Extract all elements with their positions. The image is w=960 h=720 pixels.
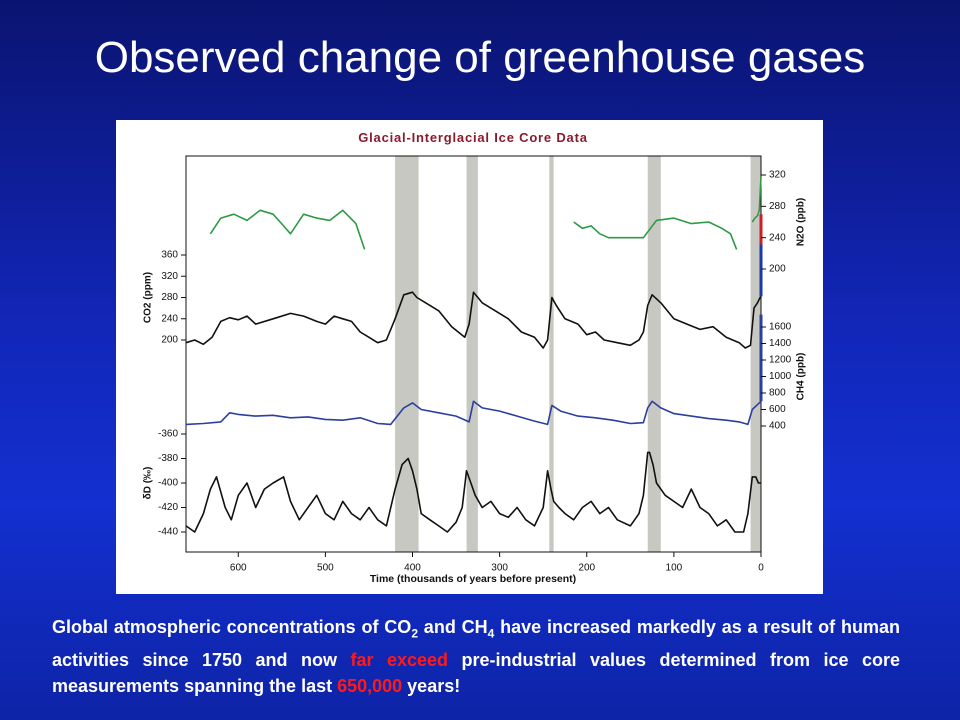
x-tick-label-200: 200 bbox=[578, 563, 595, 574]
caption-text-2: and CH bbox=[418, 617, 488, 637]
chart-panel: Glacial-Interglacial Ice Core Data 600 50… bbox=[116, 120, 823, 594]
x-tick-label-500: 500 bbox=[317, 563, 334, 574]
y-tick-label-320: 320 bbox=[161, 271, 178, 282]
y-tick-label-1000: 1000 bbox=[769, 371, 792, 382]
y-tick-label--400: -400 bbox=[158, 478, 178, 489]
y-tick-label-280: 280 bbox=[161, 292, 178, 303]
series-layer bbox=[185, 176, 763, 533]
caption: Global atmospheric concentrations of CO2… bbox=[52, 614, 900, 699]
x-tick-label-400: 400 bbox=[404, 563, 421, 574]
series-line-2 bbox=[751, 176, 762, 223]
interglacial-band-3 bbox=[647, 156, 661, 552]
y-tick-label--360: -360 bbox=[158, 429, 178, 440]
series-line-8 bbox=[185, 451, 761, 533]
series-line-6 bbox=[185, 400, 762, 426]
y-tick-label-360: 360 bbox=[161, 250, 178, 261]
y-tick-label-600: 600 bbox=[769, 404, 786, 415]
slide-title: Observed change of greenhouse gases bbox=[94, 33, 866, 82]
interglacial-bands bbox=[395, 156, 761, 552]
caption-highlight-far-exceed: far exceed bbox=[350, 649, 449, 670]
series-line-4 bbox=[185, 291, 762, 349]
y-tick-label-400: 400 bbox=[769, 421, 786, 432]
caption-text-5: years! bbox=[402, 675, 461, 696]
y-tick-label-200: 200 bbox=[161, 335, 178, 346]
y-tick-label-240: 240 bbox=[161, 313, 178, 324]
chart-title: Glacial-Interglacial Ice Core Data bbox=[358, 130, 588, 145]
caption-text-4: pre-industrial values determined from ic… bbox=[52, 649, 900, 696]
y-tick-label--380: -380 bbox=[158, 453, 178, 464]
interglacial-band-1 bbox=[466, 156, 478, 552]
interglacial-band-2 bbox=[549, 156, 554, 552]
y-axis-label-d: δD (‰) bbox=[143, 467, 154, 500]
y-tick-label-200: 200 bbox=[769, 264, 786, 275]
caption-text-3: have increased markedly as a result of h… bbox=[52, 617, 900, 670]
x-tick-label-0: 0 bbox=[758, 563, 764, 574]
x-axis-label: Time (thousands of years before present) bbox=[370, 573, 576, 585]
caption-text-1: Global atmospheric concentrations of CO bbox=[52, 617, 412, 637]
y-tick-label-320: 320 bbox=[769, 170, 786, 181]
y-tick-label--420: -420 bbox=[158, 502, 178, 513]
y-axis-label-n2o: N2O (ppb) bbox=[796, 198, 807, 246]
x-tick-label-300: 300 bbox=[491, 563, 508, 574]
interglacial-band-0 bbox=[395, 156, 419, 552]
y-tick-label-1200: 1200 bbox=[769, 355, 792, 366]
y-tick-label--440: -440 bbox=[158, 527, 178, 538]
y-tick-label-1400: 1400 bbox=[769, 338, 792, 349]
y-axis-label-ch4: CH4 (ppb) bbox=[796, 353, 807, 401]
y-tick-label-1600: 1600 bbox=[769, 322, 792, 333]
ice-core-chart: Glacial-Interglacial Ice Core Data 600 50… bbox=[143, 130, 807, 585]
series-line-0 bbox=[209, 209, 366, 250]
caption-subscript-co2: 2 bbox=[411, 626, 418, 641]
y-tick-label-800: 800 bbox=[769, 388, 786, 399]
y-tick-label-240: 240 bbox=[769, 232, 786, 243]
y-tick-label-280: 280 bbox=[769, 201, 786, 212]
x-tick-label-600: 600 bbox=[230, 563, 247, 574]
series-line-1 bbox=[573, 217, 738, 250]
caption-highlight-650000: 650,000 bbox=[337, 675, 403, 696]
interglacial-band-4 bbox=[750, 156, 761, 552]
x-tick-label-100: 100 bbox=[666, 563, 683, 574]
y-axis-label-co2: CO2 (ppm) bbox=[143, 272, 154, 323]
caption-subscript-ch4: 4 bbox=[487, 626, 495, 641]
